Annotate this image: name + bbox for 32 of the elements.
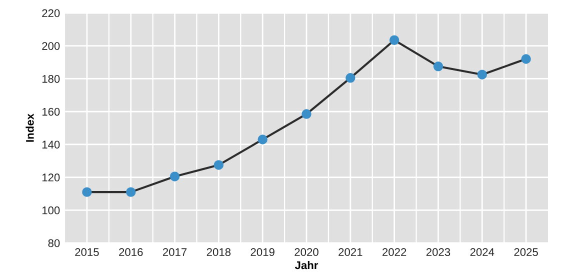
y-tick-label: 220 xyxy=(42,9,60,18)
x-tick-label: 2019 xyxy=(250,248,274,256)
x-tick-label: 2025 xyxy=(514,248,538,256)
point xyxy=(170,172,180,182)
x-tick-label: 2023 xyxy=(426,248,450,256)
x-tick-label: 2024 xyxy=(470,248,494,256)
y-tick-label: 80 xyxy=(48,239,60,248)
point xyxy=(433,62,444,72)
point xyxy=(126,187,136,197)
x-tick-label: 2018 xyxy=(206,248,231,256)
y-tick-label: 140 xyxy=(42,140,60,149)
x-tick-label: 2022 xyxy=(382,248,406,256)
x-tick-label: 2015 xyxy=(75,248,99,256)
y-tick-label: 100 xyxy=(42,206,60,214)
point xyxy=(389,35,400,45)
point xyxy=(82,187,92,197)
point xyxy=(302,109,312,119)
y-tick-label: 200 xyxy=(42,42,60,50)
x-tick-label: 2021 xyxy=(338,248,362,256)
y-tick-label: 120 xyxy=(42,174,60,182)
point xyxy=(521,54,531,64)
point xyxy=(477,70,487,80)
x-axis-title: Jahr xyxy=(294,260,318,270)
point xyxy=(258,134,268,144)
point xyxy=(214,160,224,170)
x-tick-label: 2016 xyxy=(119,248,143,256)
y-tick-label: 180 xyxy=(42,74,60,83)
x-tick-label: 2017 xyxy=(162,248,187,256)
x-tick-label: 2020 xyxy=(294,248,318,256)
point xyxy=(346,73,356,83)
y-axis-title: Index xyxy=(26,114,34,142)
y-tick-label: 160 xyxy=(42,108,60,116)
